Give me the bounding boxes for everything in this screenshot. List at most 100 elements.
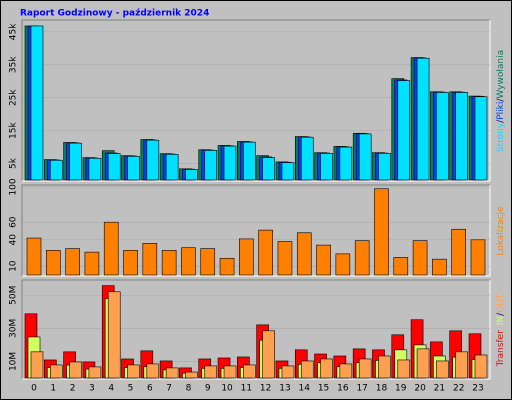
- legend-entry: Strony: [496, 122, 506, 152]
- bar: [320, 153, 333, 181]
- bar: [412, 240, 428, 276]
- y-tick-label: 25k: [9, 89, 19, 106]
- legend: Transfer IN/OUT: [496, 293, 506, 367]
- bar: [397, 359, 411, 379]
- x-tick-label: 16: [337, 384, 349, 394]
- x-tick-label: 22: [453, 384, 464, 394]
- legend-entry: Pliki: [496, 102, 506, 120]
- bar: [416, 57, 430, 181]
- bar: [300, 136, 314, 181]
- bar: [103, 221, 119, 276]
- x-tick-label: 19: [395, 384, 407, 394]
- panel: [21, 184, 491, 277]
- bar: [474, 354, 488, 379]
- bar: [243, 141, 256, 181]
- x-tick-label: 18: [376, 384, 388, 394]
- y-tick-label: 100: [9, 178, 19, 195]
- bar: [281, 162, 295, 181]
- bar: [223, 365, 237, 379]
- x-tick-label: 6: [147, 384, 153, 394]
- x-tick-label: 2: [70, 384, 76, 394]
- x-tick-label: 1: [50, 384, 56, 394]
- x-tick-label: 9: [205, 384, 211, 394]
- bar: [358, 133, 372, 181]
- y-tick-label: 45k: [9, 23, 19, 40]
- bar: [204, 365, 218, 379]
- legend-separator: /: [496, 119, 506, 123]
- bar: [26, 237, 42, 276]
- bar: [30, 351, 44, 379]
- legend-entry: IN: [496, 316, 506, 325]
- x-tick-label: 5: [128, 384, 134, 394]
- bar: [165, 367, 179, 379]
- y-tick-label: 15k: [9, 122, 19, 139]
- bar: [262, 157, 275, 181]
- bar: [455, 92, 468, 181]
- y-tick-label: 10: [9, 260, 19, 272]
- bar: [378, 153, 391, 181]
- legend-separator: /: [496, 312, 506, 316]
- bar: [474, 96, 488, 181]
- bar: [127, 156, 140, 181]
- y-tick-label: 40: [9, 234, 19, 246]
- x-tick-label: 20: [414, 384, 426, 394]
- bar: [50, 364, 63, 379]
- bar: [127, 364, 140, 379]
- bar: [339, 363, 353, 379]
- bar: [416, 348, 430, 379]
- x-tick-label: 17: [356, 384, 367, 394]
- legend: Strony/Pliki/Wywołania: [496, 50, 506, 152]
- bar: [185, 371, 198, 379]
- x-tick-label: 8: [186, 384, 192, 394]
- bar: [374, 188, 389, 276]
- bar: [142, 243, 158, 276]
- bar: [354, 240, 370, 276]
- y-tick-label: 30M: [9, 319, 19, 338]
- x-tick-label: 3: [89, 384, 95, 394]
- bar: [393, 257, 409, 276]
- x-tick-label: 23: [472, 384, 483, 394]
- x-tick-label: 10: [221, 384, 233, 394]
- y-tick-label: 5k: [9, 157, 19, 169]
- x-tick-label: 4: [108, 384, 114, 394]
- bar: [46, 250, 61, 276]
- x-tick-label: 0: [31, 384, 37, 394]
- bar: [358, 358, 372, 379]
- bar: [204, 150, 218, 181]
- x-tick-label: 13: [279, 384, 290, 394]
- bar: [146, 139, 160, 181]
- y-tick-label: 35k: [9, 56, 19, 73]
- bar: [436, 360, 449, 379]
- bar: [239, 238, 254, 276]
- bar: [316, 244, 331, 276]
- x-tick-label: 21: [434, 384, 445, 394]
- bar: [432, 258, 447, 276]
- x-tick-label: 11: [241, 384, 252, 394]
- y-tick-label: 50M: [9, 286, 19, 305]
- bar: [223, 145, 237, 181]
- bar: [320, 358, 333, 379]
- y-tick-label: 60: [9, 216, 19, 228]
- bar: [455, 351, 468, 379]
- bar: [30, 25, 44, 181]
- bar: [88, 366, 102, 379]
- bar: [243, 364, 256, 379]
- x-tick-label: 7: [166, 384, 172, 394]
- legend-entry: OUT: [496, 293, 506, 313]
- bar: [470, 239, 486, 276]
- bar: [200, 248, 216, 276]
- bar: [258, 229, 273, 276]
- bar: [146, 363, 160, 379]
- bar: [161, 250, 177, 276]
- bar: [50, 159, 63, 181]
- bar: [88, 157, 102, 181]
- bar: [107, 291, 121, 379]
- bar: [69, 361, 82, 379]
- bar: [123, 250, 138, 276]
- x-tick-label: 14: [299, 384, 311, 394]
- bar: [451, 228, 466, 276]
- bar: [185, 169, 198, 181]
- x-tick-label: 15: [318, 384, 329, 394]
- bar: [84, 251, 100, 276]
- bar: [281, 365, 295, 379]
